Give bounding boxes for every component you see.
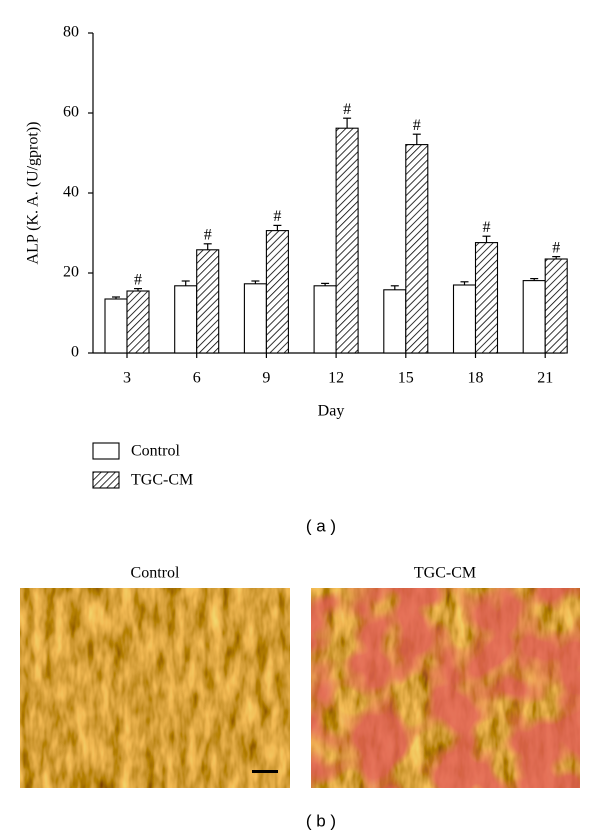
x-tick-label: 15 [398, 370, 414, 387]
x-tick-label: 12 [328, 370, 344, 387]
panel-label: ( b ) [306, 811, 336, 830]
bar [522, 280, 546, 354]
bar [126, 290, 150, 354]
bar [104, 298, 128, 354]
x-tick-label: 21 [537, 370, 553, 387]
significance-mark: # [413, 117, 421, 134]
panel-label: ( a ) [306, 516, 336, 535]
bar [313, 285, 337, 354]
y-tick-label: 40 [63, 184, 79, 201]
image-title: Control [131, 565, 180, 582]
bar [196, 249, 220, 354]
bar [544, 258, 568, 354]
significance-mark: # [134, 271, 142, 288]
x-axis-label: Day [318, 403, 345, 420]
y-tick-label: 60 [63, 104, 79, 121]
legend-label: TGC-CM [131, 472, 193, 489]
x-tick-label: 18 [468, 370, 484, 387]
y-tick-label: 80 [63, 24, 79, 41]
micrograph [311, 588, 580, 788]
significance-mark: # [343, 101, 351, 118]
x-tick-label: 6 [193, 370, 201, 387]
bar [383, 289, 407, 354]
significance-mark: # [483, 219, 491, 236]
bar [174, 285, 198, 354]
bar [474, 242, 499, 354]
y-tick-label: 20 [63, 264, 79, 281]
bar [405, 144, 429, 354]
significance-mark: # [273, 208, 281, 225]
y-axis-label: ALP (K. A. (U/gprot)) [25, 122, 42, 265]
micrograph [20, 588, 290, 788]
bar [335, 127, 359, 354]
significance-mark: # [204, 226, 212, 243]
legend-swatch [92, 471, 120, 489]
legend-label: Control [131, 443, 180, 460]
x-tick-label: 3 [123, 370, 131, 387]
bar [452, 284, 477, 354]
y-tick-label: 0 [71, 344, 79, 361]
legend-swatch [92, 442, 120, 460]
bar [243, 283, 267, 354]
x-tick-label: 9 [262, 370, 270, 387]
bar [265, 230, 289, 354]
significance-mark: # [552, 239, 560, 256]
image-title: TGC-CM [414, 565, 476, 582]
